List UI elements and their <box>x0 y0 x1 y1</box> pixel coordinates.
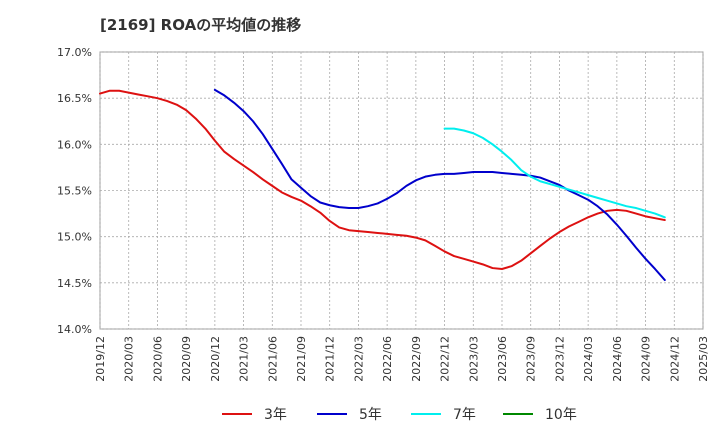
x-tick-label: 2020/03 <box>123 336 136 382</box>
y-tick-label: 15.0% <box>57 231 92 244</box>
x-tick-label: 2024/06 <box>611 336 624 382</box>
x-tick-label: 2022/03 <box>352 336 365 382</box>
chart-title: [2169] ROAの平均値の推移 <box>100 16 301 34</box>
series-line-0 <box>99 89 666 270</box>
x-tick-label: 2020/09 <box>180 336 193 382</box>
series-layer <box>99 88 666 282</box>
y-tick-label: 15.5% <box>57 185 92 198</box>
axis-layer: 14.0% 14.5% 15.0% 15.5% 16.0% 16.5% 17.0% 2019/… <box>57 46 710 382</box>
legend-label-1: 5年 <box>359 407 382 423</box>
x-tick-label: 2022/09 <box>410 336 423 382</box>
y-tick-label: 16.0% <box>57 138 92 151</box>
y-tick-label: 16.5% <box>57 92 92 105</box>
x-tick-label: 2021/09 <box>295 336 308 382</box>
x-tick-label: 2024/03 <box>582 336 595 382</box>
grid-layer <box>99 51 704 330</box>
x-tick-label: 2023/03 <box>467 336 480 382</box>
x-tick-label: 2021/03 <box>238 336 251 382</box>
x-tick-label: 2024/12 <box>668 336 681 382</box>
legend-label-0: 3年 <box>264 407 287 423</box>
legend: 3年 5年 7年 10年 <box>222 407 577 423</box>
x-tick-label: 2024/09 <box>640 336 653 382</box>
series-line-1 <box>213 88 666 282</box>
x-tick-label: 2021/06 <box>266 336 279 382</box>
x-tick-label: 2023/12 <box>553 336 566 382</box>
x-tick-label: 2020/06 <box>151 336 164 382</box>
x-tick-label: 2020/12 <box>209 336 222 382</box>
legend-label-3: 10年 <box>545 407 577 423</box>
x-tick-label: 2021/12 <box>324 336 337 382</box>
x-tick-label: 2025/03 <box>697 336 710 382</box>
x-tick-label: 2022/12 <box>439 336 452 382</box>
legend-label-2: 7年 <box>453 407 476 423</box>
x-tick-label: 2023/06 <box>496 336 509 382</box>
x-tick-label: 2022/06 <box>381 336 394 382</box>
y-tick-label: 17.0% <box>57 46 92 59</box>
x-tick-label: 2019/12 <box>94 336 107 382</box>
y-tick-label: 14.5% <box>57 277 92 290</box>
y-tick-label: 14.0% <box>57 323 92 336</box>
series-line-2 <box>443 127 666 219</box>
x-tick-label: 2023/09 <box>525 336 538 382</box>
